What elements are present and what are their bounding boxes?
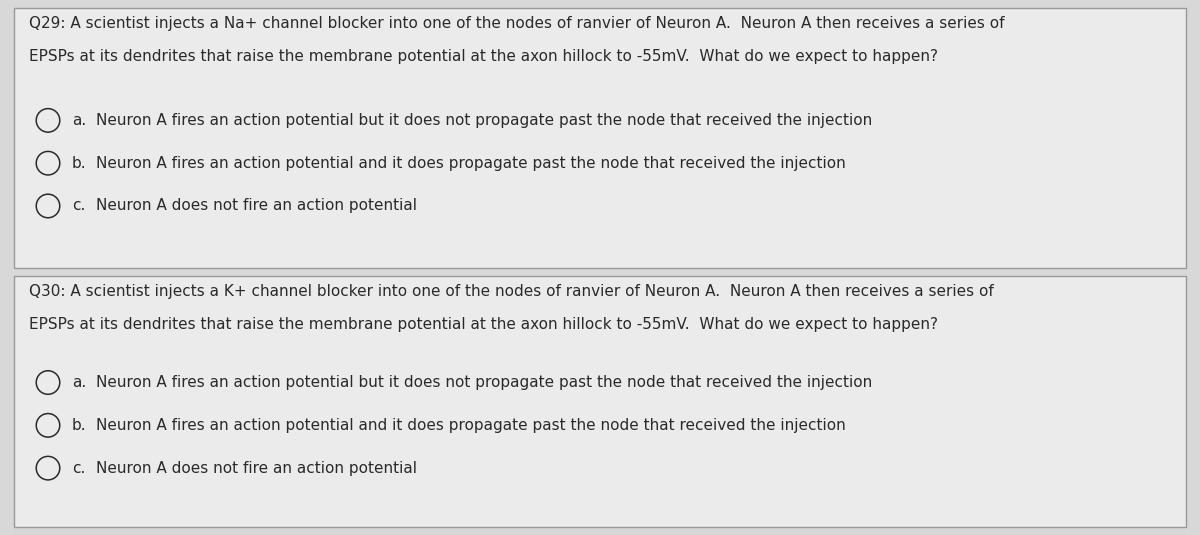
Text: c.: c. bbox=[72, 198, 85, 213]
Text: b.: b. bbox=[72, 156, 86, 171]
Text: a.: a. bbox=[72, 113, 86, 128]
Text: Neuron A does not fire an action potential: Neuron A does not fire an action potenti… bbox=[96, 461, 418, 476]
Text: Neuron A fires an action potential and it does propagate past the node that rece: Neuron A fires an action potential and i… bbox=[96, 418, 846, 433]
Text: Neuron A does not fire an action potential: Neuron A does not fire an action potenti… bbox=[96, 198, 418, 213]
Text: c.: c. bbox=[72, 461, 85, 476]
Text: Q30: A scientist injects a K+ channel blocker into one of the nodes of ranvier o: Q30: A scientist injects a K+ channel bl… bbox=[29, 284, 994, 299]
Text: Neuron A fires an action potential but it does not propagate past the node that : Neuron A fires an action potential but i… bbox=[96, 375, 872, 390]
Text: Q29: A scientist injects a Na+ channel blocker into one of the nodes of ranvier : Q29: A scientist injects a Na+ channel b… bbox=[29, 16, 1004, 31]
Text: EPSPs at its dendrites that raise the membrane potential at the axon hillock to : EPSPs at its dendrites that raise the me… bbox=[29, 317, 938, 332]
Text: EPSPs at its dendrites that raise the membrane potential at the axon hillock to : EPSPs at its dendrites that raise the me… bbox=[29, 49, 938, 64]
FancyBboxPatch shape bbox=[14, 8, 1186, 267]
Text: b.: b. bbox=[72, 418, 86, 433]
Text: Neuron A fires an action potential but it does not propagate past the node that : Neuron A fires an action potential but i… bbox=[96, 113, 872, 128]
Text: a.: a. bbox=[72, 375, 86, 390]
FancyBboxPatch shape bbox=[14, 276, 1186, 527]
Text: Neuron A fires an action potential and it does propagate past the node that rece: Neuron A fires an action potential and i… bbox=[96, 156, 846, 171]
